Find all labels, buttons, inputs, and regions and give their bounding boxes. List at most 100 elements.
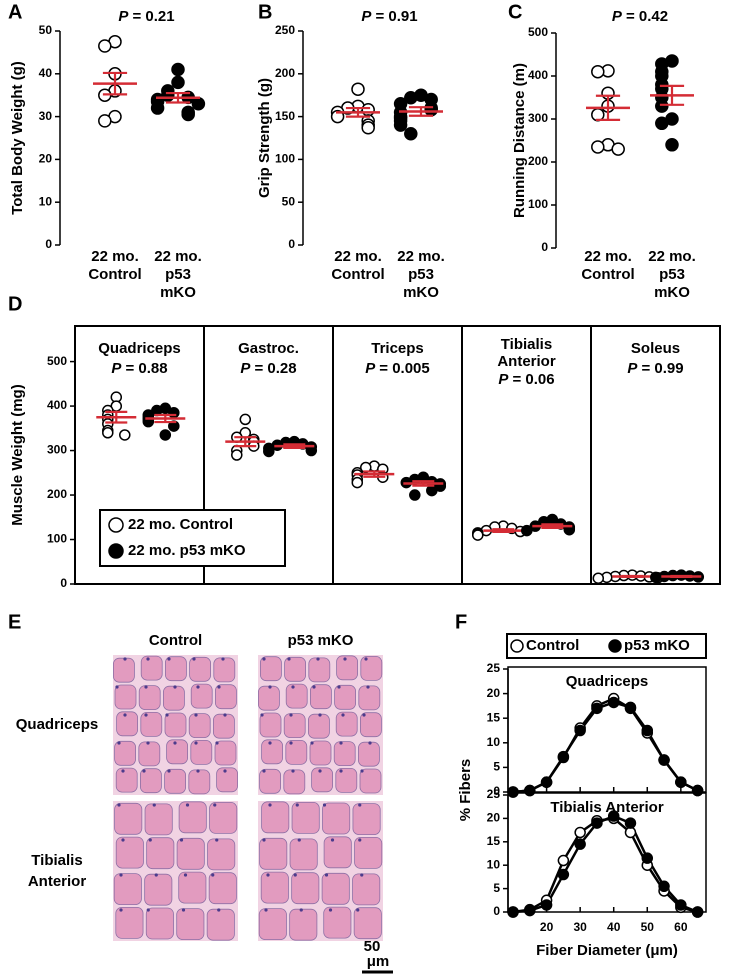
muscle-fiber [321, 872, 350, 905]
y-tick-label: 15 [487, 834, 501, 848]
nucleus [117, 803, 121, 807]
panel-letter: F [455, 611, 467, 633]
data-point [191, 97, 206, 111]
p-text: = 0.88 [125, 360, 167, 377]
x-tick-label: mKO [403, 284, 439, 301]
data-point [119, 429, 131, 441]
nucleus [328, 908, 333, 912]
x-tick-label: 22 mo. [334, 248, 382, 265]
p-text: = 0.06 [512, 371, 554, 388]
data-point [624, 817, 637, 829]
x-tick-label: mKO [160, 284, 196, 301]
nucleus [293, 873, 297, 877]
nucleus [297, 838, 301, 842]
nucleus [196, 685, 200, 689]
y-tick-label: 5 [493, 881, 500, 895]
nucleus [364, 657, 368, 661]
nucleus [310, 741, 314, 745]
error-bar [363, 470, 386, 478]
muscle-fiber [259, 712, 282, 738]
data-point [591, 702, 603, 715]
nucleus [295, 803, 299, 807]
histology-image [113, 655, 239, 795]
p-value: P = 0.28 [240, 360, 296, 377]
nucleus [146, 908, 150, 912]
muscle-fiber [309, 740, 332, 766]
data-point [691, 784, 704, 797]
error-bar [670, 574, 693, 578]
y-tick-label: 0 [541, 240, 548, 254]
nucleus [121, 838, 125, 842]
nucleus [262, 657, 266, 661]
p-symbol: P [365, 360, 376, 377]
legend-marker [108, 517, 124, 533]
data-point [521, 524, 533, 537]
data-point [168, 406, 180, 419]
panel-title: Quadriceps [566, 673, 649, 690]
muscle-fiber [115, 836, 144, 869]
y-tick-label: 100 [528, 197, 548, 211]
muscle-fiber [164, 768, 187, 794]
y-tick-label: 300 [528, 111, 548, 125]
muscle-fiber [166, 739, 189, 765]
y-tick-label: 300 [47, 443, 67, 457]
data-point [557, 854, 570, 867]
data-point [171, 62, 185, 77]
y-tick-label: 200 [47, 487, 67, 501]
nucleus [121, 769, 125, 773]
muscle-fiber [336, 655, 359, 681]
nucleus [368, 741, 372, 745]
nucleus [119, 873, 123, 877]
y-tick-label: 0 [45, 237, 52, 251]
data-point [641, 852, 654, 864]
histology-image [113, 801, 238, 941]
muscle-fiber [209, 802, 238, 834]
histology-image [258, 801, 383, 941]
p-value: P = 0.005 [365, 360, 429, 377]
x-tick-label: 22 mo. [154, 248, 202, 265]
nucleus [217, 685, 221, 689]
nucleus [360, 873, 364, 877]
muscle-fiber [188, 769, 211, 795]
data-point [655, 116, 669, 131]
y-axis-label: % Fibers [457, 759, 474, 822]
data-point [351, 82, 365, 96]
error-bar [102, 71, 128, 96]
data-point [624, 826, 637, 839]
legend-marker [108, 543, 124, 559]
nucleus [221, 657, 225, 661]
nucleus [339, 769, 343, 773]
data-point [540, 899, 553, 911]
data-point [611, 142, 625, 156]
nucleus [167, 657, 171, 661]
legend-box [99, 509, 286, 567]
x-tick-label: 30 [573, 920, 587, 934]
data-point [592, 572, 605, 584]
y-tick-label: 50 [282, 194, 296, 208]
x-tick-label: 20 [540, 920, 554, 934]
x-tick-label: 40 [607, 920, 621, 934]
x-tick-label: p53 [165, 266, 191, 283]
p-value: P = 0.06 [498, 371, 554, 388]
histology-image [257, 655, 383, 795]
muscle-fiber [289, 838, 318, 871]
nucleus [119, 908, 123, 912]
panel-letter: D [8, 293, 22, 315]
data-point [675, 776, 687, 788]
muscle-fiber [115, 767, 138, 793]
data-point [351, 476, 364, 489]
nucleus [154, 873, 158, 877]
muscle-fiber [176, 837, 205, 870]
muscle-fiber [114, 802, 143, 835]
nucleus [262, 769, 266, 773]
data-point [409, 489, 421, 501]
x-axis-label: Fiber Diameter (μm) [536, 942, 678, 959]
muscle-fiber [283, 713, 306, 738]
nucleus [366, 685, 370, 689]
legend-marker [510, 639, 524, 653]
p-text: = 0.91 [375, 8, 417, 25]
muscle-fiber [113, 657, 135, 683]
nucleus [268, 685, 272, 689]
x-tick-label: p53 [659, 266, 685, 283]
error-bar [283, 443, 306, 449]
